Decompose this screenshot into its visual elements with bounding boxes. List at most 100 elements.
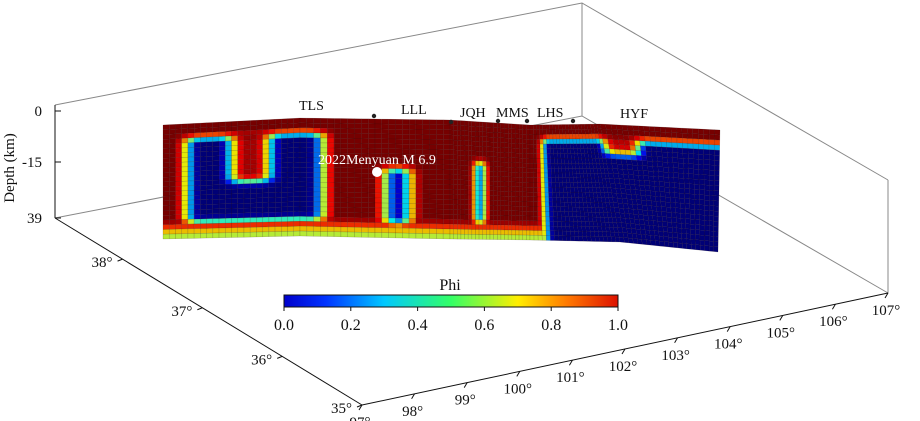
section-cell (333, 182, 342, 188)
section-cell (500, 229, 505, 236)
section-cell (497, 234, 502, 240)
section-cell (504, 171, 509, 178)
section-cell (256, 153, 263, 160)
section-cell (320, 172, 328, 178)
section-cell (511, 200, 516, 207)
section-cell (489, 166, 494, 172)
section-cell (218, 155, 226, 161)
section-cell (500, 152, 505, 158)
section-cell (667, 162, 674, 168)
section-cell (497, 229, 502, 235)
section-cell (570, 235, 576, 242)
section-cell (539, 143, 544, 150)
section-cell (402, 193, 410, 199)
section-cell (511, 181, 516, 187)
section-cell (556, 211, 562, 217)
section-cell (708, 230, 714, 237)
section-cell (545, 230, 551, 236)
section-cell (181, 147, 189, 153)
section-cell (533, 211, 539, 217)
section-cell (374, 207, 383, 214)
section-cell (231, 140, 238, 146)
section-cell (475, 199, 480, 206)
section-cell (666, 152, 673, 158)
section-cell (670, 202, 676, 209)
section-cell (313, 167, 321, 173)
section-cell (653, 230, 660, 237)
section-cell (162, 176, 170, 183)
section-cell (237, 198, 245, 204)
section-cell (256, 217, 263, 223)
section-cell (475, 224, 480, 230)
section-cell (256, 129, 263, 136)
section-cell (689, 208, 696, 215)
section-cell (663, 236, 669, 243)
section-cell (632, 208, 639, 215)
section-cell (539, 124, 544, 130)
section-cell (637, 125, 645, 132)
section-cell (415, 193, 423, 200)
section-cell (489, 214, 494, 221)
section-cell (408, 183, 417, 190)
section-cell (522, 133, 527, 140)
section-cell (436, 188, 444, 195)
section-cell (562, 138, 567, 145)
section-cell (612, 139, 620, 145)
section-cell (482, 160, 487, 167)
section-cell (650, 141, 657, 147)
section-cell (333, 133, 342, 139)
section-cell (511, 167, 516, 173)
section-cell (652, 166, 659, 172)
section-cell (562, 187, 568, 193)
section-cell (704, 209, 710, 216)
section-cell (550, 163, 555, 169)
section-cell (218, 126, 226, 132)
section-cell (206, 199, 214, 205)
section-cell (464, 135, 469, 142)
section-cell (652, 215, 659, 222)
section-cell (504, 132, 509, 139)
section-cell (556, 138, 561, 145)
section-cell (536, 158, 541, 164)
section-cell (533, 148, 538, 154)
section-cell (555, 187, 560, 193)
section-cell (243, 164, 251, 170)
section-cell (442, 129, 451, 136)
section-cell (672, 162, 679, 169)
section-cell (560, 201, 565, 208)
section-cell (313, 201, 321, 208)
section-cell (449, 199, 454, 205)
section-cell (306, 191, 314, 198)
section-cell (249, 168, 257, 175)
section-cell (676, 132, 683, 139)
section-cell (367, 192, 376, 199)
section-cell (511, 123, 516, 130)
section-cell (515, 128, 520, 135)
section-cell (453, 184, 458, 190)
section-cell (187, 228, 195, 234)
section-cell (193, 209, 201, 215)
section-cell (511, 128, 516, 134)
section-cell (475, 121, 480, 127)
section-cell (714, 159, 720, 166)
section-cell (644, 224, 650, 231)
section-cell (681, 233, 687, 239)
section-cell (486, 200, 491, 206)
section-cell (429, 144, 437, 150)
section-cell (529, 201, 535, 207)
section-cell (374, 202, 383, 209)
section-cell (625, 188, 632, 195)
section-cell (518, 133, 523, 140)
section-cell (526, 220, 531, 226)
section-cell (553, 225, 559, 232)
section-cell (708, 139, 715, 146)
section-cell (306, 181, 314, 188)
section-cell (175, 162, 182, 168)
section-cell (256, 183, 263, 189)
section-cell (249, 129, 257, 136)
section-cell (281, 196, 288, 203)
section-cell (320, 216, 328, 222)
section-cell (617, 134, 625, 141)
section-cell (193, 218, 201, 225)
section-cell (402, 133, 410, 140)
